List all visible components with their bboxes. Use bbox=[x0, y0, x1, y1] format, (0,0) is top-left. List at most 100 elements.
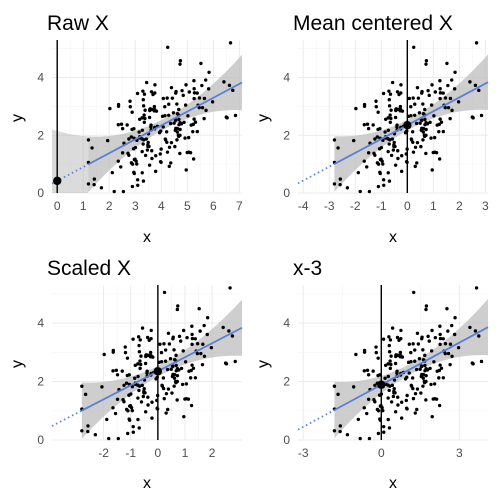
data-point bbox=[176, 304, 180, 308]
data-point bbox=[411, 140, 415, 144]
data-point bbox=[429, 136, 433, 140]
data-point bbox=[378, 157, 383, 162]
data-point bbox=[438, 87, 442, 91]
data-point bbox=[179, 122, 183, 126]
data-point bbox=[230, 334, 235, 338]
data-point bbox=[376, 110, 380, 114]
data-point bbox=[140, 116, 144, 120]
data-point bbox=[153, 91, 157, 95]
data-point bbox=[172, 376, 177, 380]
data-point bbox=[174, 353, 178, 358]
data-point bbox=[143, 410, 148, 414]
data-point bbox=[149, 123, 153, 127]
data-point bbox=[423, 353, 427, 358]
panel-4: -3 0 3 0 2 4 x-3 x y bbox=[255, 257, 489, 492]
data-point bbox=[165, 367, 170, 372]
data-point bbox=[190, 324, 194, 328]
panel-title: Raw X bbox=[47, 12, 109, 35]
data-point bbox=[414, 121, 419, 126]
data-point bbox=[438, 363, 442, 367]
data-point bbox=[422, 380, 427, 385]
data-point bbox=[404, 398, 408, 403]
data-point bbox=[356, 170, 361, 175]
data-point bbox=[166, 407, 170, 412]
data-point bbox=[150, 416, 154, 420]
data-point bbox=[162, 396, 166, 401]
data-point bbox=[400, 109, 405, 113]
data-point bbox=[376, 356, 380, 360]
data-point bbox=[115, 397, 120, 401]
data-point bbox=[412, 45, 416, 50]
data-point bbox=[163, 359, 168, 363]
data-point bbox=[143, 116, 147, 121]
data-point bbox=[187, 90, 192, 94]
x-tick-label: -3 bbox=[298, 446, 309, 460]
data-point bbox=[386, 362, 390, 366]
data-point bbox=[86, 138, 91, 142]
data-point bbox=[450, 354, 454, 358]
data-point bbox=[413, 391, 418, 396]
data-point bbox=[205, 332, 209, 337]
data-point bbox=[122, 400, 126, 404]
data-point bbox=[438, 96, 442, 101]
data-point bbox=[161, 376, 166, 380]
data-point bbox=[149, 336, 153, 341]
panel-title: Mean centered X bbox=[293, 12, 453, 35]
data-point bbox=[141, 89, 145, 93]
data-point bbox=[172, 384, 176, 388]
data-point bbox=[332, 182, 337, 186]
data-point bbox=[358, 436, 362, 441]
data-point bbox=[393, 361, 398, 366]
data-point bbox=[423, 117, 427, 122]
data-point bbox=[171, 337, 175, 341]
data-point bbox=[437, 376, 441, 380]
data-point bbox=[202, 96, 207, 101]
data-point bbox=[417, 111, 422, 115]
data-point bbox=[418, 367, 422, 371]
data-point bbox=[449, 78, 454, 82]
data-point bbox=[432, 114, 436, 118]
data-point bbox=[437, 122, 441, 127]
data-point bbox=[174, 380, 178, 385]
data-point bbox=[233, 113, 238, 118]
fit-line bbox=[334, 81, 489, 165]
data-point bbox=[419, 364, 424, 368]
data-point bbox=[144, 137, 149, 141]
data-point bbox=[390, 326, 395, 330]
data-point bbox=[371, 369, 375, 373]
x-tick-label: -2 bbox=[350, 199, 361, 213]
data-point bbox=[432, 396, 437, 401]
data-point bbox=[450, 108, 454, 113]
data-point bbox=[439, 120, 444, 124]
data-point bbox=[378, 170, 382, 175]
data-point bbox=[418, 121, 422, 125]
data-point bbox=[374, 350, 378, 355]
data-point bbox=[421, 126, 426, 131]
data-point bbox=[373, 383, 377, 388]
data-point bbox=[386, 171, 390, 175]
data-point bbox=[453, 316, 457, 320]
data-point bbox=[93, 433, 98, 437]
data-point bbox=[180, 88, 184, 93]
fit-line bbox=[334, 326, 489, 411]
data-point bbox=[382, 183, 386, 188]
data-point bbox=[421, 372, 426, 377]
data-point bbox=[136, 335, 141, 339]
data-point bbox=[191, 366, 196, 370]
data-point bbox=[176, 368, 181, 372]
data-point bbox=[138, 366, 142, 371]
data-point bbox=[132, 157, 137, 162]
x-tick-label: -4 bbox=[298, 199, 309, 213]
data-point bbox=[394, 353, 398, 358]
data-point bbox=[424, 127, 428, 132]
data-point bbox=[120, 369, 124, 373]
data-point bbox=[356, 417, 361, 422]
data-point bbox=[116, 123, 121, 127]
data-point bbox=[422, 134, 427, 139]
data-point bbox=[195, 341, 200, 346]
data-point bbox=[446, 329, 450, 333]
data-point bbox=[142, 92, 147, 96]
x-tick-label: 1 bbox=[80, 199, 87, 213]
data-point bbox=[124, 407, 129, 412]
data-point bbox=[92, 182, 96, 187]
